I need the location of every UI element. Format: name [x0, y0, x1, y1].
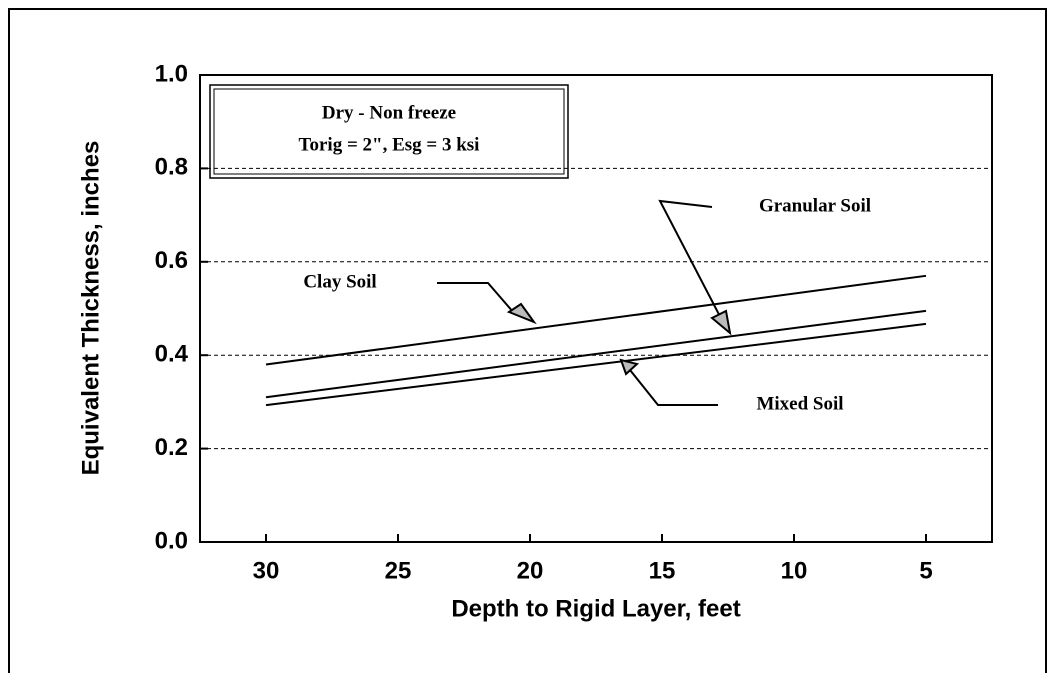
- note-box-inner: [213, 88, 565, 175]
- x-tick-label: 10: [781, 557, 808, 584]
- x-tick-label: 15: [649, 557, 676, 584]
- y-tick-label: 1.0: [155, 60, 188, 87]
- arrow-line: [437, 282, 515, 314]
- series-line: [265, 309, 927, 399]
- x-tick-label: 30: [253, 557, 280, 584]
- plot-area: [199, 74, 993, 543]
- y-tick-label: 0.8: [155, 154, 188, 181]
- frame: [8, 8, 1047, 673]
- x-tick-label: 25: [385, 557, 412, 584]
- arrow-head: [710, 309, 732, 336]
- arrow-head: [506, 302, 537, 325]
- x-axis-label: Depth to Rigid Layer, feet: [451, 595, 740, 622]
- series-label: Granular Soil: [759, 195, 871, 216]
- annotation-arrows: [437, 199, 732, 406]
- y-tick-label: 0.4: [155, 341, 189, 368]
- arrow-head: [619, 358, 640, 376]
- note-line: Dry - Non freeze: [322, 102, 456, 123]
- y-tick-label: 0.0: [155, 527, 188, 554]
- series-line: [265, 274, 927, 366]
- x-tick-label: 20: [517, 557, 544, 584]
- series-line: [265, 322, 927, 407]
- y-tick-label: 0.2: [155, 434, 188, 461]
- arrow-line: [629, 369, 718, 406]
- y-tick-label: 0.6: [155, 247, 188, 274]
- arrow-line: [658, 199, 726, 327]
- series-label: Mixed Soil: [756, 393, 843, 414]
- y-axis-label: Equivalent Thickness, inches: [77, 141, 104, 476]
- series-label: Clay Soil: [303, 271, 376, 292]
- x-tick-label: 5: [919, 557, 932, 584]
- note-line: Torig = 2", Esg = 3 ksi: [299, 134, 480, 155]
- note-box: [209, 84, 569, 179]
